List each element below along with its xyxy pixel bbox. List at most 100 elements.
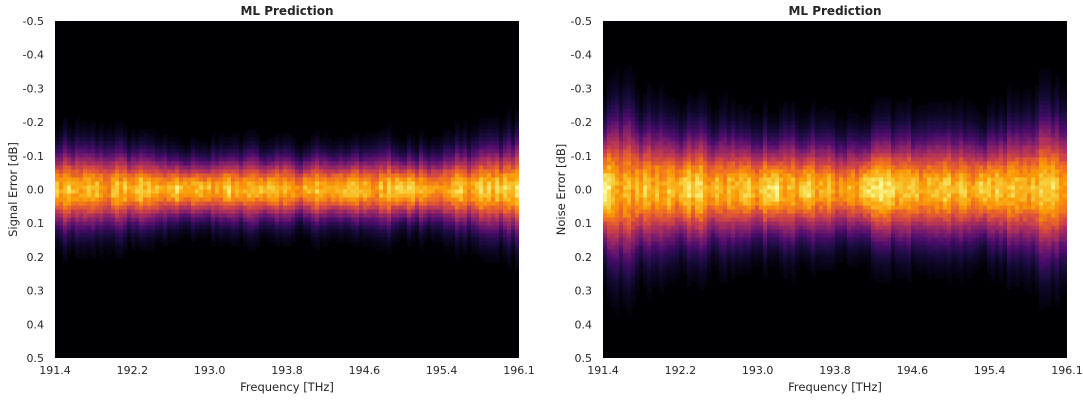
heatmap-cell [651,161,656,167]
heatmap-cell [667,189,672,195]
heatmap-cell [75,141,80,146]
heatmap-cell [471,193,476,199]
heatmap-cell [475,221,480,227]
heatmap-cell [339,229,344,235]
heatmap-cell [215,165,220,171]
heatmap-cell [603,209,608,215]
heatmap-cell [663,153,668,158]
heatmap-cell [659,173,664,179]
heatmap-cell [627,301,632,307]
heatmap-cell [363,177,368,183]
heatmap-cell [387,225,392,231]
heatmap-cell [275,165,280,171]
heatmap-cell [307,185,312,191]
heatmap-cell [611,101,616,106]
heatmap-cell [607,149,612,154]
heatmap-cell [735,181,740,187]
heatmap-cell [479,125,484,130]
heatmap-cell [655,109,660,114]
heatmap-cell [435,153,440,158]
heatmap-cell [67,201,72,207]
heatmap-cell [315,181,320,187]
heatmap-cell [403,169,408,175]
heatmap-cell [483,217,488,223]
heatmap-cell [475,149,480,154]
heatmap-cell [275,153,280,158]
heatmap-cell [707,197,712,203]
heatmap-cell [471,169,476,175]
heatmap-cell [183,185,188,191]
heatmap-cell [631,257,636,263]
heatmap-cell [287,165,292,171]
heatmap-cell [159,229,164,235]
heatmap-cell [651,117,656,122]
heatmap-cell [467,185,472,191]
heatmap-cell [131,169,136,175]
heatmap-cell [247,217,252,223]
heatmap-cell [699,285,704,291]
heatmap-cell [675,161,680,167]
heatmap-cell [619,129,624,134]
heatmap-cell [219,181,224,187]
heatmap-cell [695,117,700,122]
heatmap-cell [227,213,232,219]
heatmap-cell [719,169,724,175]
heatmap-cell [663,169,668,175]
heatmap-cell [359,197,364,203]
heatmap-cell [219,197,224,203]
heatmap-cell [495,245,500,251]
heatmap-cell [487,221,492,227]
heatmap-cell [679,149,684,154]
heatmap-cell [235,229,240,235]
heatmap-cell [363,209,368,215]
heatmap-cell [139,137,144,142]
heatmap-cell [135,145,140,150]
heatmap-cell [487,117,492,122]
heatmap-cell [731,105,736,110]
heatmap-cell [387,209,392,215]
heatmap-cell [271,177,276,183]
heatmap-cell [607,93,612,98]
heatmap-cell [655,141,660,146]
heatmap-cell [627,93,632,98]
heatmap-cell [107,169,112,175]
heatmap-cell [295,217,300,223]
heatmap-cell [699,233,704,239]
heatmap-cell [367,229,372,235]
heatmap-cell [327,165,332,171]
heatmap-cell [723,233,728,239]
heatmap-cell [683,233,688,239]
heatmap-cell [659,113,664,118]
heatmap-cell [187,197,192,203]
heatmap-cell [711,253,716,259]
heatmap-cell [607,165,612,171]
heatmap-cell [119,121,124,126]
heatmap-cell [611,93,616,98]
heatmap-cell [363,153,368,158]
heatmap-cell [55,133,60,138]
heatmap-cell [123,141,128,146]
heatmap-cell [439,233,444,239]
heatmap-cell [623,121,628,126]
heatmap-cell [719,137,724,142]
heatmap-cell [411,141,416,146]
heatmap-cell [379,173,384,179]
heatmap-cell [687,105,692,110]
heatmap-cell [295,173,300,179]
heatmap-cell [115,229,120,235]
heatmap-cell [699,117,704,122]
heatmap-cell [107,193,112,199]
heatmap-cell [615,141,620,146]
heatmap-cell [83,145,88,150]
heatmap-cell [707,233,712,239]
heatmap-cell [451,149,456,154]
heatmap-cell [199,205,204,211]
heatmap-cell [735,105,740,110]
heatmap-cell [723,105,728,110]
heatmap-cell [59,149,64,154]
heatmap-cell [127,181,132,187]
heatmap-cell [607,273,612,279]
heatmap-cell [691,277,696,283]
heatmap-cell [87,217,92,223]
heatmap-cell [315,165,320,171]
